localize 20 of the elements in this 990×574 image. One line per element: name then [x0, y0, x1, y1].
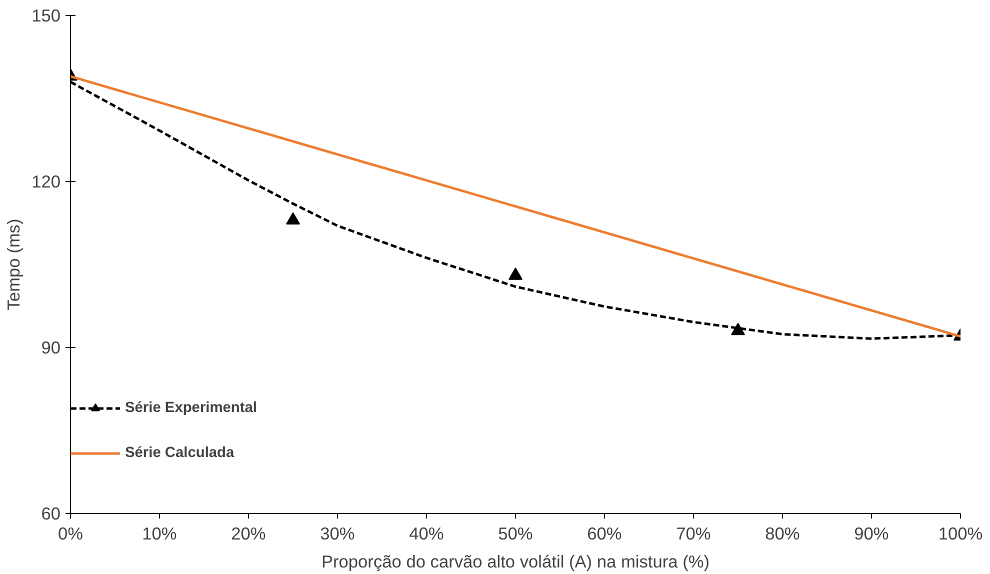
x-tick-label: 80% — [765, 524, 800, 544]
y-tick-label: 90 — [41, 338, 61, 358]
x-tick-label: 60% — [587, 524, 622, 544]
y-axis-title: Tempo (ms) — [4, 218, 24, 310]
x-tick-label: 20% — [231, 524, 266, 544]
legend-label: Série Calculada — [125, 445, 234, 461]
x-tick-label: 10% — [142, 524, 177, 544]
x-tick-label: 30% — [320, 524, 355, 544]
y-tick-label: 120 — [32, 172, 61, 192]
x-tick-label: 70% — [676, 524, 711, 544]
x-tick-label: 50% — [498, 524, 533, 544]
y-tick-label: 150 — [32, 6, 61, 26]
x-tick-label: 40% — [409, 524, 444, 544]
y-tick-label: 60 — [41, 504, 61, 524]
x-tick-label: 0% — [58, 524, 84, 544]
x-axis-title: Proporção do carvão alto volátil (A) na mistura (%) — [321, 552, 710, 572]
x-tick-label: 90% — [854, 524, 889, 544]
x-tick-label: 100% — [938, 524, 983, 544]
point — [508, 268, 522, 280]
legend-label: Série Experimental — [125, 400, 257, 416]
